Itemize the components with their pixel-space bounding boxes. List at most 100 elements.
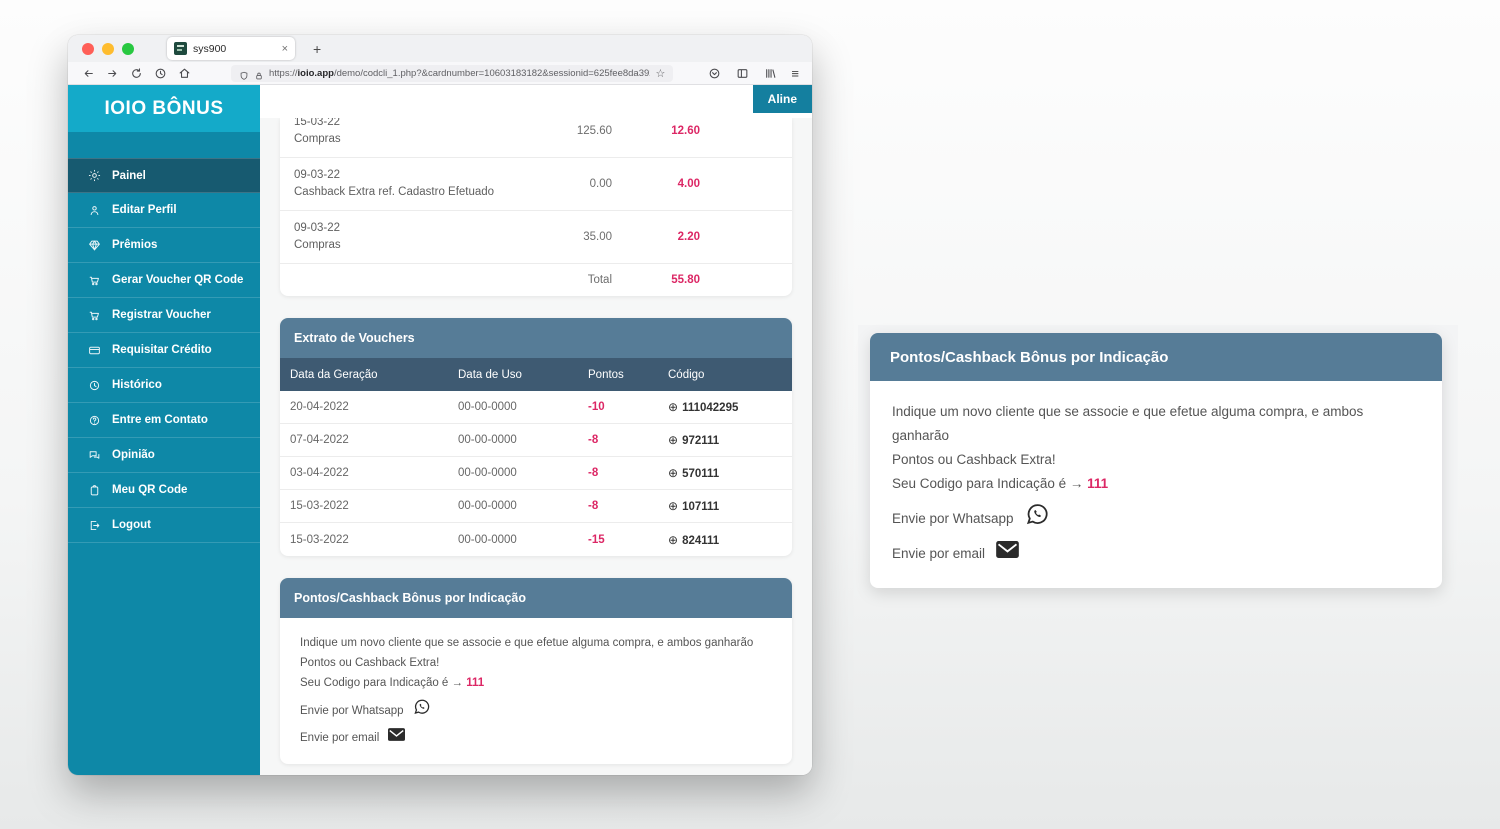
- sidebar-item-registrar-voucher[interactable]: Registrar Voucher: [68, 298, 260, 333]
- sidebar-item-meu-qr-code[interactable]: Meu QR Code: [68, 473, 260, 508]
- transactions-total-row: Total 55.80: [280, 264, 792, 296]
- whatsapp-share-link[interactable]: Envie por Whatsapp: [892, 502, 1420, 535]
- globe-icon: ⊕: [668, 499, 679, 513]
- sidebar-item-editar-perfil[interactable]: Editar Perfil: [68, 193, 260, 228]
- transaction-value: 0.00: [589, 178, 612, 190]
- sidebar-item-historico[interactable]: Histórico: [68, 368, 260, 403]
- email-icon[interactable]: [388, 728, 406, 748]
- voucher-code: 972111: [682, 435, 720, 447]
- new-tab-button[interactable]: +: [313, 40, 322, 57]
- referral-code: 111: [1087, 476, 1109, 491]
- minimize-window-button[interactable]: [102, 42, 114, 55]
- library-icon[interactable]: [763, 66, 778, 81]
- gear-icon: [87, 169, 101, 183]
- whatsapp-label: Envie por Whatsapp: [300, 704, 404, 717]
- email-share-link[interactable]: Envie por email: [300, 728, 772, 748]
- vouchers-title: Extrato de Vouchers: [280, 318, 792, 358]
- lock-icon[interactable]: [254, 68, 264, 80]
- user-button[interactable]: Aline: [752, 85, 812, 113]
- gem-icon: [87, 238, 101, 252]
- back-icon[interactable]: [81, 66, 96, 81]
- globe-icon: ⊕: [668, 532, 679, 547]
- voucher-row: 20-04-2022 00-00-0000 -10 ⊕ 111042295: [280, 391, 792, 424]
- maximize-window-button[interactable]: [122, 42, 134, 55]
- email-label: Envie por email: [892, 545, 986, 561]
- home-icon[interactable]: [177, 66, 192, 81]
- transaction-desc: Cashback Extra ref. Cadastro Efetuado: [294, 186, 495, 198]
- browser-tab[interactable]: sys900 ×: [167, 37, 295, 60]
- col-header: Pontos: [588, 368, 624, 381]
- scroll-content[interactable]: 15-03-22 Compras 125.60 12.60 09-03-22 Cas…: [260, 118, 812, 775]
- sidebar-item-label: Requisitar Crédito: [112, 344, 212, 356]
- bookmark-star-icon[interactable]: ☆: [655, 67, 666, 80]
- referral-line1: Indique um novo cliente que se associe e…: [300, 637, 754, 649]
- email-label: Envie por email: [300, 732, 380, 744]
- tab-bar: sys900 × +: [68, 35, 812, 62]
- url-bar[interactable]: https://ioio.app/demo/codcli_1.php?&card…: [231, 64, 674, 82]
- voucher-code: 111042295: [682, 402, 739, 414]
- close-window-button[interactable]: [82, 42, 94, 55]
- transaction-row: 15-03-22 Compras 125.60 12.60: [280, 118, 792, 158]
- transaction-date: 15-03-22: [294, 118, 341, 128]
- app-body: IOIO BÔNUS Painel Editar Perfil Prêmios …: [68, 85, 812, 775]
- sidebar-item-label: Editar Perfil: [112, 204, 177, 216]
- sidebar-item-gerar-voucher-qr[interactable]: Gerar Voucher QR Code: [68, 263, 260, 298]
- sidebar-item-logout[interactable]: Logout: [68, 508, 260, 543]
- url-text: https://ioio.app/demo/codcli_1.php?&card…: [269, 67, 650, 79]
- transaction-date: 09-03-22: [294, 222, 341, 234]
- referral-title: Pontos/Cashback Bônus por Indicação: [280, 578, 792, 618]
- sidebar-item-premios[interactable]: Prêmios: [68, 228, 260, 263]
- cart-icon: [87, 308, 101, 322]
- sidebar-item-label: Histórico: [112, 379, 162, 391]
- voucher-row: 15-03-2022 00-00-0000 -15 ⊕ 824111: [290, 532, 720, 547]
- tab-close-icon[interactable]: ×: [281, 42, 288, 55]
- pocket-icon[interactable]: [707, 66, 722, 81]
- sidebar-toggle-icon[interactable]: [735, 66, 750, 81]
- referral-code-line: Seu Codigo para Indicação é → 111: [300, 677, 485, 689]
- forward-icon[interactable]: [105, 66, 120, 81]
- voucher-row: 07-04-2022 00-00-0000 -8 ⊕ 972111: [280, 424, 792, 457]
- voucher-code: 824111: [682, 534, 720, 547]
- sidebar-item-label: Opinião: [112, 449, 155, 461]
- reload-icon[interactable]: [129, 66, 144, 81]
- referral-line2: Pontos ou Cashback Extra!: [300, 657, 440, 669]
- transaction-desc: Compras: [294, 133, 341, 145]
- clipboard-icon: [87, 483, 101, 497]
- voucher-row: 03-04-2022 00-00-0000 -8 ⊕ 570111: [280, 457, 792, 490]
- col-header: Data de Uso: [458, 368, 522, 381]
- transaction-desc: Compras: [294, 239, 341, 251]
- transaction-points: 2.20: [677, 231, 700, 243]
- transaction-points: 4.00: [677, 178, 700, 190]
- shield-icon[interactable]: [239, 68, 249, 80]
- sidebar-item-opiniao[interactable]: Opinião: [68, 438, 260, 473]
- referral-card: Pontos/Cashback Bônus por Indicação Indi…: [280, 578, 792, 764]
- email-share-link[interactable]: Envie por email: [892, 541, 1420, 566]
- col-header: Código: [668, 368, 705, 381]
- transactions-card: 15-03-22 Compras 125.60 12.60 09-03-22 Cas…: [280, 118, 792, 296]
- whatsapp-icon[interactable]: [413, 698, 431, 723]
- total-label: Total: [587, 274, 612, 286]
- sidebar-item-painel[interactable]: Painel: [68, 158, 260, 193]
- toolbar-right: ≡: [707, 66, 799, 81]
- email-icon[interactable]: [996, 541, 1019, 566]
- vouchers-table-header: Data da Geração Data de Uso Pontos Códig…: [280, 358, 792, 391]
- whatsapp-icon[interactable]: [1025, 502, 1050, 535]
- transaction-row: 09-03-22 Cashback Extra ref. Cadastro Efe…: [280, 158, 792, 211]
- traffic-lights: [82, 42, 134, 55]
- sidebar-item-label: Prêmios: [112, 239, 158, 251]
- sidebar-item-label: Meu QR Code: [112, 484, 188, 496]
- globe-icon: ⊕: [668, 400, 679, 414]
- menu-icon[interactable]: ≡: [791, 65, 799, 81]
- transaction-row: 09-03-22 Compras 35.00 2.20: [280, 211, 792, 264]
- url-domain: ioio.app: [297, 67, 334, 79]
- referral-code-line: Seu Codigo para Indicação é → 111: [892, 476, 1109, 491]
- credit-card-icon: [87, 343, 101, 357]
- sidebar-item-requisitar-credito[interactable]: Requisitar Crédito: [68, 333, 260, 368]
- whatsapp-share-link[interactable]: Envie por Whatsapp: [300, 698, 772, 723]
- clock-icon: [87, 378, 101, 392]
- help-circle-icon: [87, 413, 101, 427]
- sidebar-item-entre-em-contato[interactable]: Entre em Contato: [68, 403, 260, 438]
- transaction-value: 35.00: [583, 231, 612, 243]
- site-favicon: [174, 42, 187, 55]
- history-clock-icon[interactable]: [153, 66, 168, 81]
